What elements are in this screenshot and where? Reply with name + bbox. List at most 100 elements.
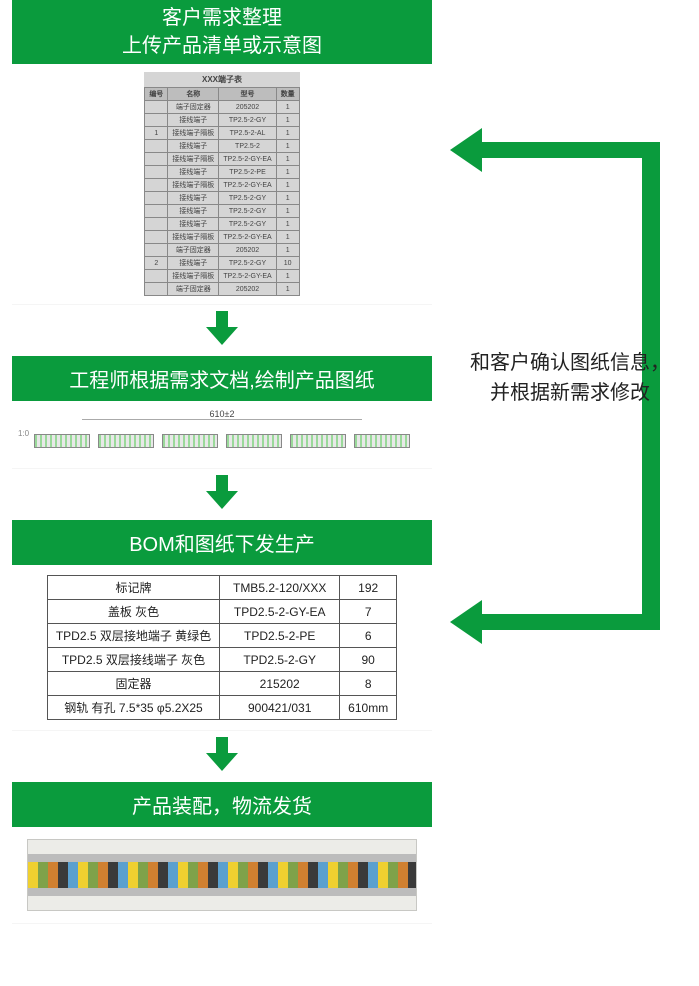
feedback-text: 和客户确认图纸信息， 并根据新需求修改 xyxy=(450,348,690,408)
feedback-line-2: 并根据新需求修改 xyxy=(450,378,690,408)
table-row: 1接线端子隔板TP2.5-2-AL1 xyxy=(145,127,299,140)
table-cell: TPD2.5 双层接地端子 黄绿色 xyxy=(47,624,219,648)
table-cell: 端子固定器 xyxy=(168,244,219,257)
table-row: TPD2.5 双层接线端子 灰色TPD2.5-2-GY90 xyxy=(47,648,396,672)
table-cell: 接线端子 xyxy=(168,114,219,127)
table-cell: 端子固定器 xyxy=(168,101,219,114)
table-cell: TP2.5-2-GY-EA xyxy=(219,179,276,192)
step-4-header: 产品装配，物流发货 xyxy=(12,782,432,827)
feedback-column: 和客户确认图纸信息， 并根据新需求修改 xyxy=(430,0,699,986)
arrow-1 xyxy=(12,305,432,356)
table-cell: 1 xyxy=(276,114,299,127)
table-cell: 8 xyxy=(340,672,397,696)
table-cell: 接线端子隔板 xyxy=(168,153,219,166)
table-cell: 205202 xyxy=(219,283,276,296)
step-3: BOM和图纸下发生产 标记牌TMB5.2-120/XXX192盖板 灰色TPD2… xyxy=(12,520,432,731)
rail-block xyxy=(290,426,346,454)
table-cell: 10 xyxy=(276,257,299,270)
table-row: 端子固定器2052021 xyxy=(145,283,299,296)
table-cell xyxy=(145,231,168,244)
table-row: 固定器2152028 xyxy=(47,672,396,696)
table-header-cell: 数量 xyxy=(276,88,299,101)
arrow-3 xyxy=(12,731,432,782)
table-cell: 1 xyxy=(276,205,299,218)
dimension-label: 610±2 xyxy=(82,409,362,420)
table-cell: 接线端子 xyxy=(168,166,219,179)
table-cell xyxy=(145,101,168,114)
table-row: 接线端子TP2.5-2-GY1 xyxy=(145,192,299,205)
table-cell: TP2.5-2-GY xyxy=(219,218,276,231)
down-arrow-icon xyxy=(204,475,240,509)
step-1-title-l2: 上传产品清单或示意图 xyxy=(12,32,432,60)
table-cell: TP2.5-2-GY-EA xyxy=(219,153,276,166)
table-cell: 610mm xyxy=(340,696,397,720)
arrow-2 xyxy=(12,469,432,520)
step-1-title-l1: 客户需求整理 xyxy=(12,4,432,32)
table-cell xyxy=(145,283,168,296)
table-cell: 1 xyxy=(145,127,168,140)
table-cell: 205202 xyxy=(219,244,276,257)
table-cell xyxy=(145,166,168,179)
step-2-title: 工程师根据需求文档,绘制产品图纸 xyxy=(69,370,375,392)
table-cell: 1 xyxy=(276,231,299,244)
rail-block xyxy=(34,426,90,454)
table-cell: 1 xyxy=(276,127,299,140)
table-cell: 7 xyxy=(340,600,397,624)
table-row: 接线端子隔板TP2.5-2-GY-EA1 xyxy=(145,270,299,283)
table-cell xyxy=(145,140,168,153)
product-rail xyxy=(28,854,416,896)
table-row: 接线端子TP2.5-2-GY1 xyxy=(145,205,299,218)
requirements-table: XXX端子表 编号名称型号数量 端子固定器2052021接线端子TP2.5-2-… xyxy=(144,72,299,296)
table-cell: 接线端子隔板 xyxy=(168,231,219,244)
step-1: 客户需求整理 上传产品清单或示意图 XXX端子表 编号名称型号数量 端子固定器2… xyxy=(12,0,432,305)
table-cell xyxy=(145,244,168,257)
table-cell: TPD2.5 双层接线端子 灰色 xyxy=(47,648,219,672)
table-cell: 1 xyxy=(276,179,299,192)
table-cell: 1 xyxy=(276,101,299,114)
table-row: 接线端子TP2.5-2-GY1 xyxy=(145,218,299,231)
table-cell: 钢轨 有孔 7.5*35 φ5.2X25 xyxy=(47,696,219,720)
table-cell: 1 xyxy=(276,140,299,153)
table-header-cell: 型号 xyxy=(219,88,276,101)
table-cell: 接线端子 xyxy=(168,140,219,153)
step-3-title: BOM和图纸下发生产 xyxy=(129,534,315,556)
product-photo xyxy=(27,839,417,911)
table-cell: 固定器 xyxy=(47,672,219,696)
step-2: 工程师根据需求文档,绘制产品图纸 1:0 610±2 xyxy=(12,356,432,469)
step-1-header: 客户需求整理 上传产品清单或示意图 xyxy=(12,0,432,64)
table-cell: 6 xyxy=(340,624,397,648)
table-cell: 205202 xyxy=(219,101,276,114)
rail-block xyxy=(162,426,218,454)
table-cell: 接线端子 xyxy=(168,205,219,218)
table-cell: 1 xyxy=(276,218,299,231)
table-row: 接线端子TP2.5-2-GY1 xyxy=(145,114,299,127)
table-cell: 1 xyxy=(276,153,299,166)
table-cell: TP2.5-2-PE xyxy=(219,166,276,179)
table-cell xyxy=(145,205,168,218)
table-row: 接线端子隔板TP2.5-2-GY-EA1 xyxy=(145,153,299,166)
table-cell: 端子固定器 xyxy=(168,283,219,296)
table-row: 接线端子隔板TP2.5-2-GY-EA1 xyxy=(145,179,299,192)
step-4-body xyxy=(12,839,432,924)
table-cell: 接线端子 xyxy=(168,192,219,205)
table-cell: 192 xyxy=(340,576,397,600)
table-cell: TP2.5-2-GY-EA xyxy=(219,270,276,283)
table-cell: 接线端子隔板 xyxy=(168,179,219,192)
step-2-header: 工程师根据需求文档,绘制产品图纸 xyxy=(12,356,432,401)
table-cell: 接线端子隔板 xyxy=(168,127,219,140)
table-cell: 接线端子 xyxy=(168,218,219,231)
table-cell: 90 xyxy=(340,648,397,672)
table-cell: TP2.5-2 xyxy=(219,140,276,153)
table-caption: XXX端子表 xyxy=(144,72,299,87)
table-cell: 盖板 灰色 xyxy=(47,600,219,624)
table-cell: 1 xyxy=(276,270,299,283)
table-cell xyxy=(145,153,168,166)
down-arrow-icon xyxy=(204,311,240,345)
step-3-header: BOM和图纸下发生产 xyxy=(12,520,432,565)
table-cell: TMB5.2-120/XXX xyxy=(220,576,340,600)
table-cell: TP2.5-2-GY xyxy=(219,114,276,127)
rail-block xyxy=(354,426,410,454)
table-cell: 接线端子隔板 xyxy=(168,270,219,283)
rail-block xyxy=(98,426,154,454)
rail-block xyxy=(226,426,282,454)
